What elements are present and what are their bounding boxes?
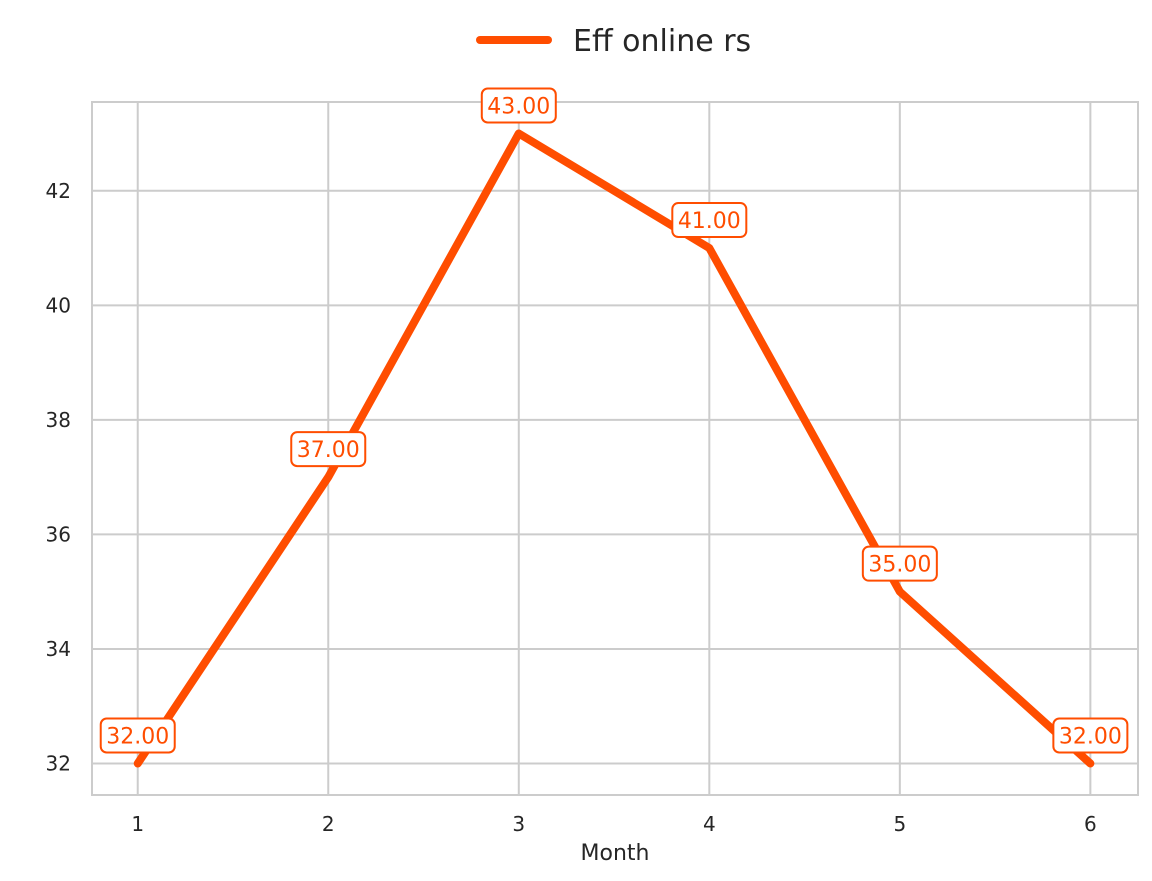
y-tick-label: 42 — [46, 179, 71, 203]
data-label: 32.00 — [1052, 717, 1129, 754]
plot-frame — [91, 101, 1139, 796]
legend: Eff online rs — [476, 24, 751, 59]
y-axis-ticks: 32 34 36 38 40 42 — [46, 179, 71, 776]
data-label-text: 32.00 — [1059, 725, 1122, 750]
data-label-text: 37.00 — [297, 438, 360, 463]
x-tick-label: 5 — [893, 812, 906, 836]
x-axis-ticks: 1 2 3 4 5 6 — [131, 812, 1096, 836]
y-tick-label: 38 — [46, 408, 71, 432]
data-label: 35.00 — [861, 545, 938, 582]
data-labels: 32.00 37.00 43.00 41.00 35.00 32.00 — [99, 87, 1129, 754]
x-tick-label: 1 — [131, 812, 144, 836]
data-label: 37.00 — [290, 431, 367, 468]
x-tick-label: 3 — [512, 812, 525, 836]
series-layer — [133, 129, 1095, 768]
data-label-box — [1052, 717, 1129, 754]
data-label-box — [99, 717, 176, 754]
x-axis-title: Month — [581, 841, 650, 866]
y-tick-label: 34 — [46, 637, 71, 661]
x-tick-label: 6 — [1084, 812, 1097, 836]
grid-lines — [92, 102, 1138, 795]
data-label-text: 32.00 — [106, 725, 169, 750]
data-label-text: 41.00 — [678, 209, 741, 234]
series-line — [133, 129, 1095, 768]
data-label-box — [671, 202, 748, 239]
legend-label: Eff online rs — [573, 24, 751, 59]
x-tick-label: 4 — [703, 812, 716, 836]
data-label: 43.00 — [480, 87, 557, 124]
y-tick-label: 36 — [46, 522, 71, 546]
data-label-box — [290, 431, 367, 468]
data-label-text: 43.00 — [487, 95, 550, 120]
data-label: 41.00 — [671, 202, 748, 239]
data-label: 32.00 — [99, 717, 176, 754]
data-label-text: 35.00 — [868, 553, 931, 578]
data-label-box — [480, 87, 557, 124]
x-tick-label: 2 — [322, 812, 335, 836]
y-tick-label: 32 — [46, 752, 71, 776]
y-tick-label: 40 — [46, 293, 71, 317]
data-label-box — [861, 545, 938, 582]
